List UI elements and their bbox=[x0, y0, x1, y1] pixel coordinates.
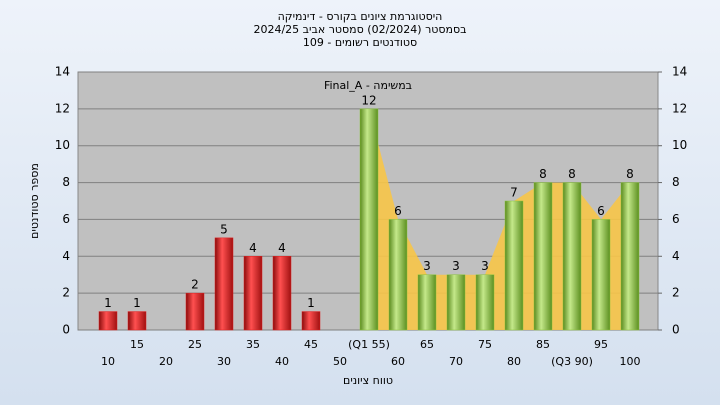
data-label: 1 bbox=[133, 296, 141, 310]
x-tick-label: 65 bbox=[420, 338, 434, 351]
x-tick-label: 75 bbox=[478, 338, 492, 351]
x-tick-label: 100 bbox=[620, 355, 641, 368]
data-label: 4 bbox=[278, 241, 286, 255]
y-tick-label: 4 bbox=[62, 249, 70, 263]
x-tick-label: 10 bbox=[101, 355, 115, 368]
y-axis-label: מספר סטודנטים bbox=[28, 163, 41, 239]
x-tick-label: 30 bbox=[217, 355, 231, 368]
x-tick-label: 40 bbox=[275, 355, 289, 368]
data-label: 8 bbox=[568, 167, 576, 181]
data-label: 8 bbox=[626, 167, 634, 181]
bar bbox=[301, 311, 321, 331]
data-label: 3 bbox=[452, 259, 460, 273]
data-label: 8 bbox=[539, 167, 547, 181]
x-tick-label: 45 bbox=[304, 338, 318, 351]
y2-tick-label: 10 bbox=[672, 138, 687, 152]
bar bbox=[533, 182, 553, 331]
bar bbox=[475, 274, 495, 331]
y-tick-label: 0 bbox=[62, 323, 70, 337]
bar bbox=[446, 274, 466, 331]
bar bbox=[127, 311, 147, 331]
data-label: 12 bbox=[361, 93, 376, 107]
y-tick-label: 2 bbox=[62, 286, 70, 300]
x-tick-label: 85 bbox=[536, 338, 550, 351]
y-tick-label: 8 bbox=[62, 175, 70, 189]
y-tick-label: 14 bbox=[55, 65, 70, 79]
bar bbox=[620, 182, 640, 331]
data-label: 3 bbox=[423, 259, 431, 273]
x-tick-label: 25 bbox=[188, 338, 202, 351]
data-label: 5 bbox=[220, 222, 228, 236]
bar bbox=[562, 182, 582, 331]
data-label: 2 bbox=[191, 278, 199, 292]
chart-title: היסטוגרמת ציונים בקורס - דינמיקה bbox=[278, 10, 443, 23]
y-tick-label: 10 bbox=[55, 138, 70, 152]
x-tick-label: 60 bbox=[391, 355, 405, 368]
y2-tick-label: 8 bbox=[672, 175, 680, 189]
bar bbox=[98, 311, 118, 331]
bar bbox=[272, 256, 292, 331]
bar bbox=[388, 219, 408, 331]
data-label: 6 bbox=[394, 204, 402, 218]
chart-subtitle: סטודנטים רשומים - 109 bbox=[303, 36, 417, 49]
x-tick-label: 20 bbox=[159, 355, 173, 368]
bar bbox=[185, 292, 205, 331]
bar bbox=[417, 274, 437, 331]
bar bbox=[243, 256, 263, 331]
bar bbox=[359, 108, 379, 331]
y2-tick-label: 0 bbox=[672, 323, 680, 337]
y2-tick-label: 14 bbox=[672, 65, 687, 79]
x-tick-label: 95 bbox=[594, 338, 608, 351]
x-tick-label: 35 bbox=[246, 338, 260, 351]
x-axis-label: טווח ציונים bbox=[343, 374, 393, 387]
x-tick-label: 50 bbox=[333, 355, 347, 368]
x-tick-label: 70 bbox=[449, 355, 463, 368]
annotation: במשימה - Final_A bbox=[324, 79, 412, 92]
x-tick-label: 15 bbox=[130, 338, 144, 351]
y2-tick-label: 12 bbox=[672, 101, 687, 115]
y-tick-label: 12 bbox=[55, 101, 70, 115]
y2-tick-label: 6 bbox=[672, 212, 680, 226]
data-label: 7 bbox=[510, 186, 518, 200]
chart-subtitle: בסמסטר (02/2024) סמסטר אביב 2024/25 bbox=[253, 23, 466, 36]
x-tick-label: (Q1 55) bbox=[348, 338, 390, 351]
data-label: 3 bbox=[481, 259, 489, 273]
bar bbox=[214, 237, 234, 331]
bar bbox=[504, 200, 524, 331]
bar bbox=[591, 219, 611, 331]
data-label: 1 bbox=[104, 296, 112, 310]
y2-tick-label: 4 bbox=[672, 249, 680, 263]
data-label: 6 bbox=[597, 204, 605, 218]
data-label: 1 bbox=[307, 296, 315, 310]
y2-tick-label: 2 bbox=[672, 286, 680, 300]
y-tick-label: 6 bbox=[62, 212, 70, 226]
x-tick-label: 80 bbox=[507, 355, 521, 368]
x-tick-label: (Q3 90) bbox=[551, 355, 593, 368]
data-label: 4 bbox=[249, 241, 257, 255]
